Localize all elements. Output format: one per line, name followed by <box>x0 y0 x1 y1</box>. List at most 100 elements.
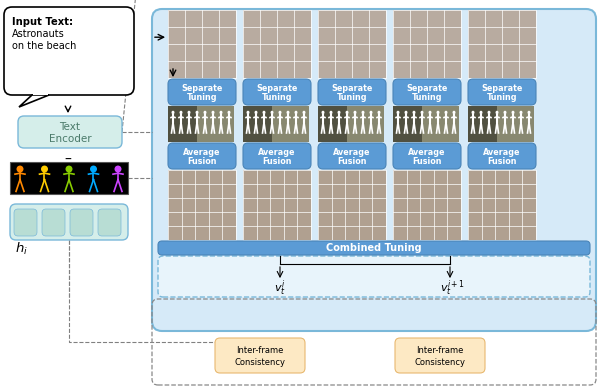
Ellipse shape <box>405 111 408 114</box>
FancyBboxPatch shape <box>158 256 590 297</box>
Ellipse shape <box>287 111 290 114</box>
Bar <box>168 106 197 142</box>
Text: –: – <box>64 153 72 167</box>
Bar <box>197 106 234 142</box>
Bar <box>243 106 272 142</box>
Ellipse shape <box>421 111 423 114</box>
Text: Separate: Separate <box>256 83 297 93</box>
Bar <box>468 10 536 78</box>
Ellipse shape <box>255 111 258 114</box>
Text: Average: Average <box>258 147 296 157</box>
Bar <box>393 170 461 240</box>
Text: Consistency: Consistency <box>235 358 285 367</box>
Polygon shape <box>19 95 49 107</box>
FancyBboxPatch shape <box>243 143 311 169</box>
Bar <box>272 106 309 142</box>
FancyBboxPatch shape <box>4 7 134 95</box>
Ellipse shape <box>527 111 530 114</box>
Bar <box>468 106 497 142</box>
Circle shape <box>90 166 97 173</box>
Ellipse shape <box>412 111 415 114</box>
Text: Text: Text <box>60 122 81 132</box>
Bar <box>168 170 236 240</box>
Ellipse shape <box>503 111 506 114</box>
Ellipse shape <box>321 111 324 114</box>
Text: Average: Average <box>483 147 521 157</box>
Ellipse shape <box>228 111 231 114</box>
Bar <box>497 106 534 142</box>
Ellipse shape <box>196 111 199 114</box>
Text: $v_t^{i+1}$: $v_t^{i+1}$ <box>441 278 465 298</box>
Ellipse shape <box>429 111 432 114</box>
Text: Fusion: Fusion <box>337 157 367 166</box>
Ellipse shape <box>361 111 364 114</box>
Text: $v_t^i$: $v_t^i$ <box>274 278 286 298</box>
Ellipse shape <box>397 111 400 114</box>
FancyBboxPatch shape <box>468 143 536 169</box>
Text: Input Text:: Input Text: <box>12 17 73 27</box>
Text: Separate: Separate <box>331 83 373 93</box>
Text: Fusion: Fusion <box>487 157 517 166</box>
Ellipse shape <box>179 111 182 114</box>
Ellipse shape <box>211 111 214 114</box>
Ellipse shape <box>220 111 223 114</box>
Ellipse shape <box>187 111 190 114</box>
Text: Encoder: Encoder <box>49 134 92 144</box>
Ellipse shape <box>262 111 265 114</box>
Bar <box>318 170 386 240</box>
FancyBboxPatch shape <box>168 143 236 169</box>
Bar <box>243 10 311 78</box>
Ellipse shape <box>279 111 282 114</box>
FancyBboxPatch shape <box>98 209 121 236</box>
Text: Tuning: Tuning <box>412 93 442 102</box>
Ellipse shape <box>488 111 491 114</box>
Bar <box>347 106 384 142</box>
FancyBboxPatch shape <box>168 79 236 105</box>
Ellipse shape <box>520 111 523 114</box>
Ellipse shape <box>346 111 349 114</box>
Bar <box>393 10 461 78</box>
Ellipse shape <box>353 111 356 114</box>
Ellipse shape <box>495 111 498 114</box>
FancyBboxPatch shape <box>42 209 65 236</box>
Circle shape <box>114 166 122 173</box>
Bar <box>243 170 311 240</box>
Ellipse shape <box>370 111 373 114</box>
Bar <box>421 106 459 142</box>
FancyBboxPatch shape <box>393 143 461 169</box>
Ellipse shape <box>338 111 341 114</box>
Bar <box>318 106 347 142</box>
FancyBboxPatch shape <box>318 79 386 105</box>
Text: Tuning: Tuning <box>337 93 367 102</box>
Bar <box>393 106 421 142</box>
FancyBboxPatch shape <box>243 79 311 105</box>
Circle shape <box>66 166 72 173</box>
Bar <box>393 170 461 240</box>
Bar <box>10 162 128 194</box>
Ellipse shape <box>444 111 447 114</box>
Bar <box>393 10 461 78</box>
Text: Fusion: Fusion <box>412 157 442 166</box>
Ellipse shape <box>436 111 439 114</box>
Ellipse shape <box>270 111 273 114</box>
Bar <box>318 170 386 240</box>
Bar <box>468 170 536 240</box>
Text: Average: Average <box>183 147 221 157</box>
FancyBboxPatch shape <box>215 338 305 373</box>
Ellipse shape <box>471 111 474 114</box>
Text: Fusion: Fusion <box>262 157 292 166</box>
Text: Inter-frame: Inter-frame <box>237 346 284 355</box>
Bar <box>168 10 236 78</box>
Ellipse shape <box>246 111 249 114</box>
Bar <box>468 170 536 240</box>
Text: $h_i$: $h_i$ <box>15 241 28 257</box>
Text: Tuning: Tuning <box>187 93 217 102</box>
Ellipse shape <box>172 111 175 114</box>
FancyBboxPatch shape <box>318 143 386 169</box>
Ellipse shape <box>203 111 206 114</box>
FancyBboxPatch shape <box>70 209 93 236</box>
Bar <box>318 10 386 78</box>
Text: Average: Average <box>334 147 371 157</box>
Text: Combined Tuning: Combined Tuning <box>326 243 422 253</box>
Text: Separate: Separate <box>181 83 223 93</box>
